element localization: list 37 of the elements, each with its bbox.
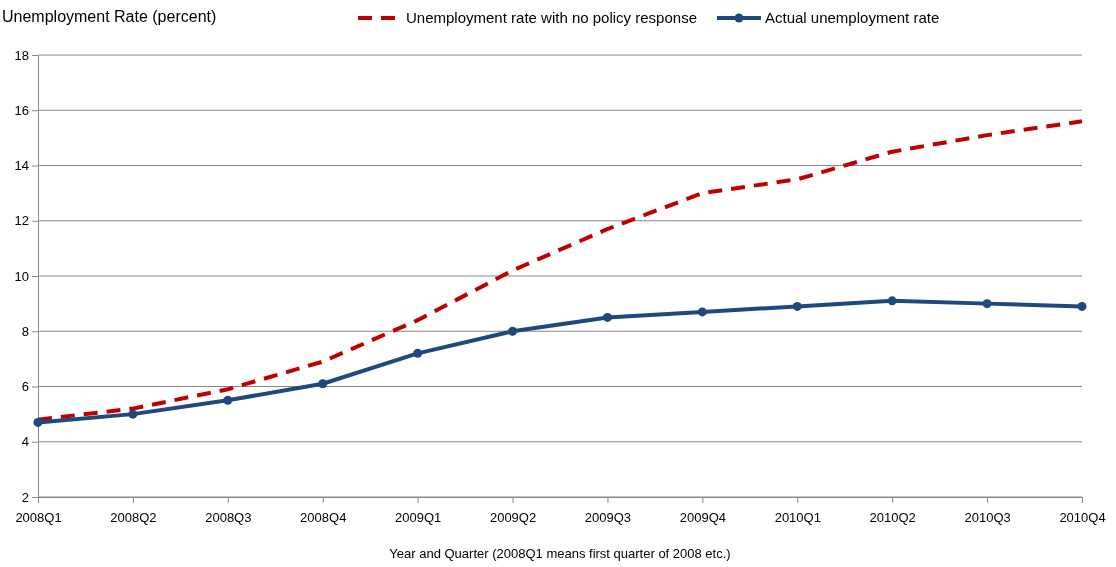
x-tick-label: 2010Q3 bbox=[964, 509, 1011, 525]
x-tick-label: 2008Q4 bbox=[300, 509, 347, 525]
y-tick-label: 10 bbox=[14, 268, 29, 284]
x-tick-label: 2008Q3 bbox=[205, 509, 252, 525]
y-tick-label: 12 bbox=[14, 213, 29, 229]
x-tick-label: 2010Q2 bbox=[869, 509, 916, 525]
x-tick-label: 2008Q1 bbox=[15, 509, 62, 525]
x-tick-label: 2009Q2 bbox=[489, 509, 537, 525]
x-axis-title: Year and Quarter (2008Q1 means first quarter of 2008 etc.) bbox=[389, 546, 731, 561]
x-tick-label: 2009Q1 bbox=[395, 509, 442, 525]
y-tick-label: 8 bbox=[21, 323, 29, 339]
x-tick-label: 2009Q4 bbox=[679, 509, 726, 525]
legend-label: Actual unemployment rate bbox=[764, 9, 940, 26]
point bbox=[602, 312, 612, 322]
point bbox=[33, 417, 43, 427]
x-tick-label: 2009Q3 bbox=[584, 509, 632, 525]
y-axis-title: Unemployment Rate (percent) bbox=[2, 8, 217, 25]
x-tick-label: 2010Q4 bbox=[1059, 509, 1106, 525]
point bbox=[413, 348, 423, 358]
legend-label: Unemployment rate with no policy response bbox=[406, 9, 697, 26]
point bbox=[982, 299, 992, 309]
point bbox=[128, 409, 138, 419]
y-tick-label: 18 bbox=[14, 47, 29, 63]
x-tick-label: 2010Q1 bbox=[774, 509, 821, 525]
y-tick-label: 2 bbox=[21, 489, 29, 505]
point bbox=[1077, 301, 1087, 311]
y-tick-label: 4 bbox=[21, 434, 29, 450]
point bbox=[697, 307, 707, 317]
point bbox=[792, 301, 802, 311]
point bbox=[887, 296, 897, 306]
x-tick-label: 2008Q2 bbox=[110, 509, 157, 525]
y-tick-label: 16 bbox=[14, 102, 29, 118]
point bbox=[508, 326, 518, 336]
y-tick-label: 14 bbox=[14, 158, 29, 174]
y-tick-label: 6 bbox=[21, 379, 29, 395]
point bbox=[318, 379, 328, 389]
point bbox=[223, 395, 233, 405]
